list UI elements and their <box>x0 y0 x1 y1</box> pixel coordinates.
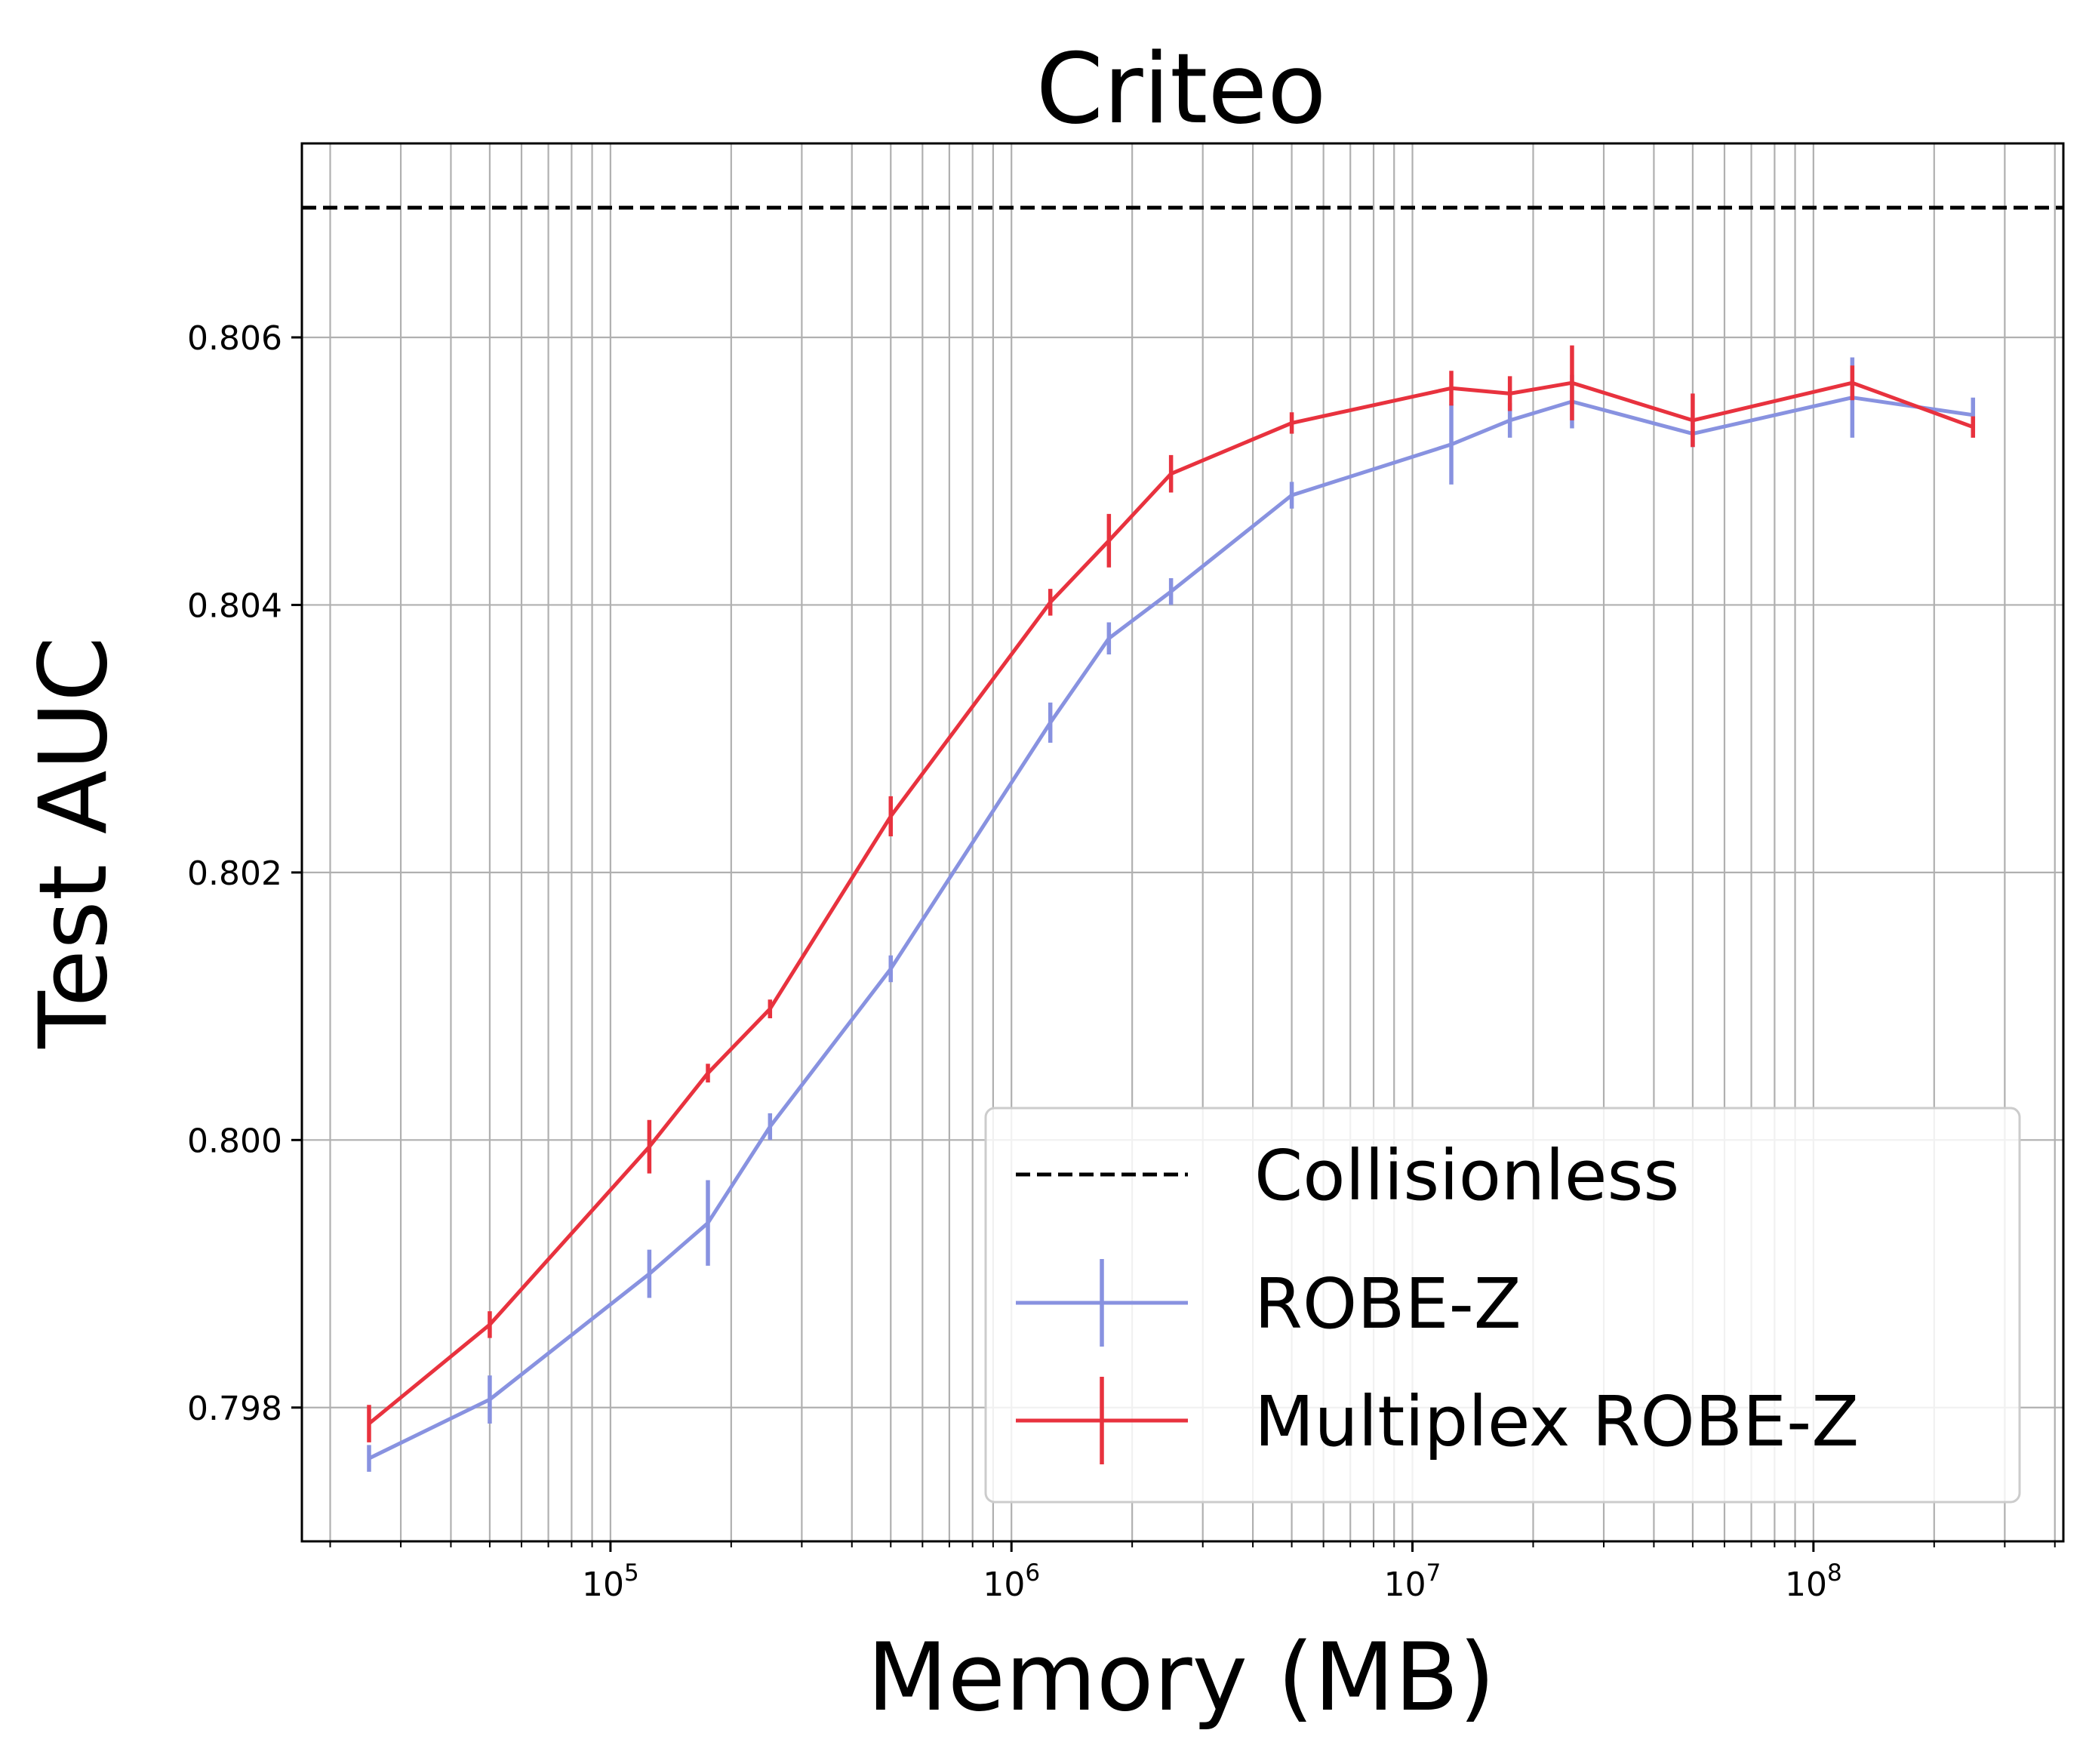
x-axis-ticks: 105 106 107 108 <box>329 1541 2056 1604</box>
plot-series <box>302 205 2063 1472</box>
x-axis-title: Memory (MB) <box>867 1624 1496 1732</box>
y-tick-label: 0.800 <box>187 1122 282 1160</box>
robe-z-line <box>368 396 1974 1461</box>
y-axis-title: Test AUC <box>20 636 128 1049</box>
y-tick-label: 0.806 <box>187 319 282 358</box>
x-tick-label: 107 <box>1384 1559 1441 1604</box>
legend: Collisionless ROBE-Z Multiplex ROBE-Z <box>984 1107 2021 1504</box>
y-tick-label: 0.804 <box>187 586 282 625</box>
multiplex-robe-z-line <box>368 380 1974 1425</box>
legend-robe-z-label: ROBE-Z <box>1254 1264 1521 1344</box>
legend-collisionless-label: Collisionless <box>1254 1135 1679 1216</box>
x-tick-label: 106 <box>983 1559 1040 1604</box>
legend-multiplex-robe-z-label: Multiplex ROBE-Z <box>1254 1381 1859 1462</box>
plot-frame <box>300 142 2065 1543</box>
chart-title: Criteo <box>1036 33 1327 146</box>
legend-box <box>984 1107 2021 1504</box>
y-axis-ticks: 0.798 0.800 0.802 0.804 0.806 <box>187 319 302 1428</box>
y-tick-label: 0.798 <box>187 1390 282 1428</box>
y-tick-label: 0.802 <box>187 854 282 893</box>
x-tick-label: 105 <box>582 1559 639 1604</box>
x-tick-label: 108 <box>1785 1559 1842 1604</box>
